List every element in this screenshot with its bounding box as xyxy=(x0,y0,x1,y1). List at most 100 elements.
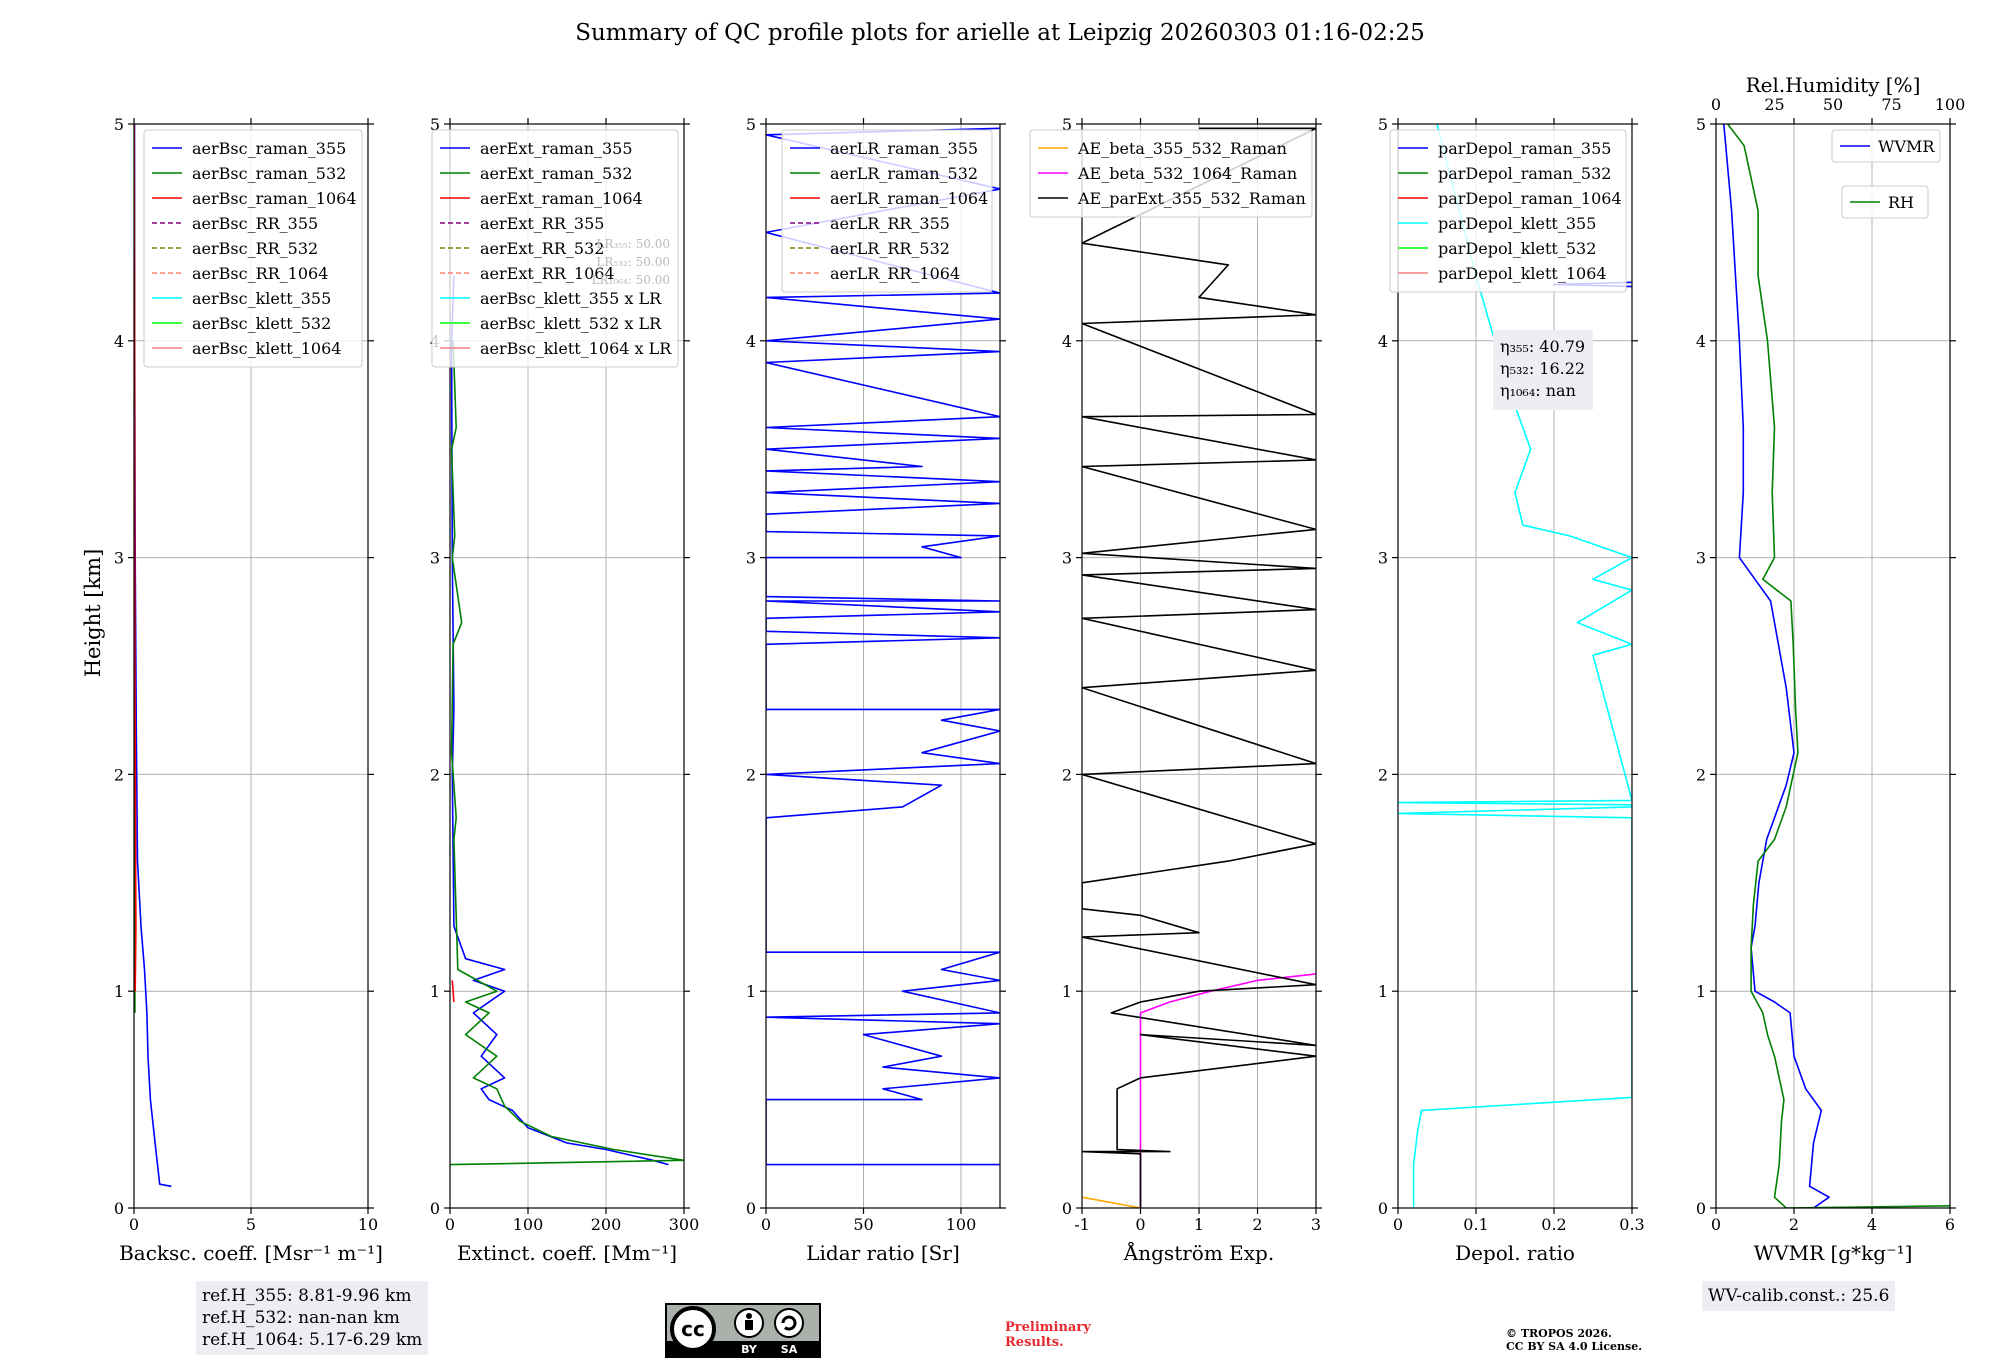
figure-title: Summary of QC profile plots for arielle … xyxy=(575,20,1425,46)
axes-frame xyxy=(765,123,1001,1209)
wv-calibration-constant: WV-calib.const.: 25.6 xyxy=(1708,1286,1890,1306)
axes-frame xyxy=(1715,123,1951,1209)
x-axis-label: Depol. ratio xyxy=(1455,1241,1575,1265)
x-tick-label: 1 xyxy=(1194,1215,1204,1234)
reference-height-box: ref.H_355: 8.81-9.96 km ref.H_532: nan-n… xyxy=(196,1281,429,1355)
cc-by-sa-icon: cc BY SA xyxy=(667,1306,819,1356)
y-tick-label: 4 xyxy=(1062,332,1072,351)
legend-entry: RH xyxy=(1888,193,1914,212)
x-axis-label: Ångström Exp. xyxy=(1123,1240,1274,1265)
legend-entry: aerLR_raman_532 xyxy=(830,164,978,183)
x-tick-label: 3 xyxy=(1311,1215,1321,1234)
top-x-tick-label: 75 xyxy=(1881,95,1901,114)
legend-entry: aerBsc_klett_532 x LR xyxy=(480,314,662,333)
panel-ext: 0100200300012345Extinct. coeff. [Mm⁻¹]ae… xyxy=(430,115,699,1265)
y-tick-label: 5 xyxy=(746,115,756,134)
y-tick-label: 1 xyxy=(1062,982,1072,1001)
series-line-RH xyxy=(1727,124,1950,1208)
x-tick-label: 6 xyxy=(1945,1215,1955,1234)
legend-entry: aerExt_RR_1064 xyxy=(480,264,615,283)
y-tick-label: 5 xyxy=(1378,115,1388,134)
legend-entry: AE_parExt_355_532_Raman xyxy=(1077,189,1306,208)
legend-box xyxy=(1841,185,1929,219)
legend-entry: aerExt_raman_1064 xyxy=(480,189,643,208)
y-tick-label: 3 xyxy=(746,549,756,568)
y-tick-label: 0 xyxy=(1378,1199,1388,1218)
y-tick-label: 5 xyxy=(1696,115,1706,134)
legend-entry: parDepol_raman_532 xyxy=(1438,164,1611,183)
top-x-tick-label: 0 xyxy=(1711,95,1721,114)
x-tick-label: 0 xyxy=(1393,1215,1403,1234)
legend-entry: aerBsc_klett_1064 xyxy=(192,339,341,358)
legend-entry: aerBsc_RR_532 xyxy=(192,239,318,258)
legend-entry: WVMR xyxy=(1878,137,1935,156)
legend-entry: aerLR_RR_1064 xyxy=(830,264,960,283)
cc-by-text: BY xyxy=(741,1343,758,1356)
x-tick-label: 100 xyxy=(946,1215,977,1234)
x-tick-label: 4 xyxy=(1867,1215,1877,1234)
axes-frame xyxy=(449,123,685,1209)
legend-entry: aerLR_RR_532 xyxy=(830,239,950,258)
preliminary-line2: Results. xyxy=(1005,1335,1064,1350)
x-tick-label: 0 xyxy=(1135,1215,1145,1234)
legend-entry: parDepol_raman_1064 xyxy=(1438,189,1622,208)
preliminary-note: Preliminary Results. xyxy=(1005,1320,1091,1350)
series-line-AE_beta_532_1064_Raman xyxy=(1139,973,1316,1208)
x-tick-label: 10 xyxy=(358,1215,378,1234)
series-line-aerExt_raman_532 xyxy=(450,340,684,1166)
top-x-tick-label: 100 xyxy=(1935,95,1966,114)
panel-bsc: 0 5 10 0 1 2 3 4 5 Backsc. coeff. [Msr⁻¹ m⁻¹] aerB… xyxy=(114,115,383,1265)
x-tick-label: 300 xyxy=(669,1215,700,1234)
legend-entry: parDepol_raman_355 xyxy=(1438,139,1611,158)
x-tick-label: 0 xyxy=(1711,1215,1721,1234)
y-tick-label: 5 xyxy=(430,115,440,134)
panel-depol: 0 0.1 0.2 0.3 0 1 2 3 4 5 Depol. ratio parDepol_ram… xyxy=(1378,115,1645,1265)
y-tick-label: 2 xyxy=(1062,765,1072,784)
y-tick-label: 3 xyxy=(1062,549,1072,568)
x-axis-label: Backsc. coeff. [Msr⁻¹ m⁻¹] xyxy=(119,1241,383,1265)
y-tick-label: 4 xyxy=(746,332,756,351)
y-tick-label: 0 xyxy=(114,1199,124,1218)
copyright-note: © TROPOS 2026. CC BY SA 4.0 License. xyxy=(1506,1327,1642,1353)
lr-label: LR₃₅₅: 50.00 xyxy=(596,237,670,251)
y-tick-label: 0 xyxy=(430,1199,440,1218)
series-line-AE_beta_355_532_Raman xyxy=(1082,1196,1141,1208)
x-tick-label: 0 xyxy=(761,1215,771,1234)
legend-entry: AE_beta_532_1064_Raman xyxy=(1077,164,1297,183)
x-tick-label: 0 xyxy=(445,1215,455,1234)
series-line-AE_parExt_355_532_Raman xyxy=(1082,127,1316,1208)
legend-entry: AE_beta_355_532_Raman xyxy=(1077,139,1287,158)
series-group xyxy=(1723,124,1950,1208)
series-line-parDepol_klett_355 xyxy=(1398,124,1632,1208)
legend-entry: aerLR_RR_355 xyxy=(830,214,950,233)
y-tick-label: 1 xyxy=(1696,982,1706,1001)
preliminary-line1: Preliminary xyxy=(1005,1320,1091,1335)
legend-entry: aerExt_raman_532 xyxy=(480,164,633,183)
x-tick-label: 2 xyxy=(1252,1215,1262,1234)
x-tick-label: 5 xyxy=(246,1215,256,1234)
x-tick-label: 0.3 xyxy=(1619,1215,1644,1234)
top-x-tick-label: 50 xyxy=(1823,95,1843,114)
y-tick-label: 2 xyxy=(1696,765,1706,784)
ref-height-532: ref.H_532: nan-nan km xyxy=(202,1308,400,1328)
legend-entry: aerBsc_klett_532 xyxy=(192,314,331,333)
legend-entry: aerExt_RR_355 xyxy=(480,214,604,233)
legend-entry: aerBsc_klett_355 xyxy=(192,289,331,308)
y-tick-label: 0 xyxy=(746,1199,756,1218)
y-tick-label: 2 xyxy=(114,765,124,784)
legend-box xyxy=(781,129,993,293)
wv-calibration-box: WV-calib.const.: 25.6 xyxy=(1702,1281,1896,1311)
x-tick-label: 0 xyxy=(129,1215,139,1234)
legend-entry: parDepol_klett_532 xyxy=(1438,239,1596,258)
top-x-tick-label: 25 xyxy=(1764,95,1784,114)
legend-entry: aerLR_raman_355 xyxy=(830,139,978,158)
series-line-aerExt_raman_1064 xyxy=(451,980,455,1003)
x-axis-label: Extinct. coeff. [Mm⁻¹] xyxy=(457,1241,677,1265)
x-axis-label: WVMR [g*kg⁻¹] xyxy=(1754,1241,1913,1265)
copyright-line2: CC BY SA 4.0 License. xyxy=(1506,1340,1643,1353)
legend-entry: aerBsc_RR_1064 xyxy=(192,264,328,283)
ref-height-1064: ref.H_1064: 5.17-6.29 km xyxy=(202,1330,423,1350)
y-tick-label: 5 xyxy=(1062,115,1072,134)
top-x-axis-label: Rel.Humidity [%] xyxy=(1746,73,1921,97)
